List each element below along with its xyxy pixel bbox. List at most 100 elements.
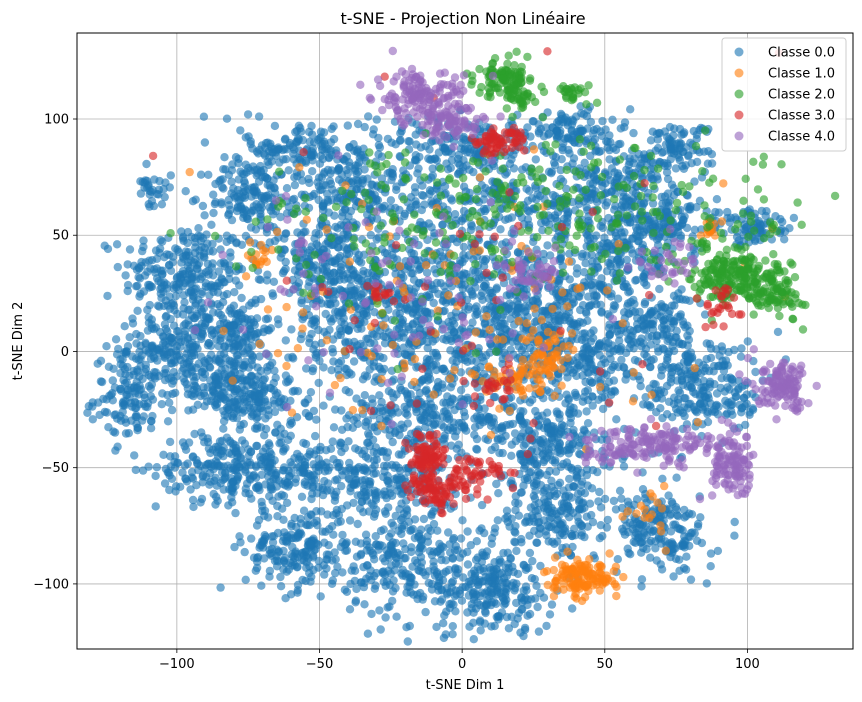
scatter-point: [204, 170, 213, 179]
scatter-point: [429, 547, 438, 556]
scatter-point: [513, 614, 522, 623]
scatter-point: [533, 411, 542, 420]
scatter-point: [596, 521, 605, 530]
scatter-point: [325, 176, 334, 185]
scatter-point: [508, 419, 518, 429]
scatter-point: [183, 227, 193, 237]
scatter-point: [145, 283, 154, 292]
scatter-point: [124, 429, 133, 438]
scatter-point: [220, 262, 230, 271]
scatter-point: [305, 562, 314, 571]
scatter-point: [365, 479, 374, 489]
scatter-point: [299, 506, 309, 515]
scatter-point: [83, 408, 92, 417]
scatter-point: [257, 470, 266, 479]
scatter-point: [509, 164, 519, 173]
scatter-point: [257, 581, 266, 590]
scatter-point: [256, 294, 266, 304]
scatter-point: [251, 190, 260, 200]
scatter-point: [217, 274, 226, 283]
scatter-point: [145, 300, 154, 310]
scatter-point: [243, 110, 253, 119]
scatter-point: [478, 255, 488, 264]
scatter-point: [282, 567, 291, 576]
scatter-point: [520, 419, 529, 429]
scatter-point: [450, 405, 459, 415]
scatter-point: [228, 439, 238, 449]
scatter-point: [235, 397, 245, 406]
scatter-point: [425, 355, 434, 365]
scatter-point: [178, 468, 187, 477]
scatter-point: [127, 416, 136, 425]
scatter-point: [214, 342, 223, 351]
scatter-point: [115, 384, 125, 394]
scatter-point: [260, 324, 269, 333]
scatter-point: [241, 462, 250, 471]
scatter-point: [339, 314, 348, 323]
scatter-point: [514, 511, 524, 520]
scatter-point: [252, 462, 261, 472]
scatter-point: [338, 530, 347, 540]
scatter-point: [128, 352, 137, 361]
scatter-point: [190, 429, 199, 439]
scatter-point: [299, 551, 308, 560]
scatter-point: [381, 581, 390, 590]
scatter-point: [273, 512, 282, 521]
scatter-point: [200, 211, 209, 220]
scatter-point: [530, 575, 539, 584]
scatter-point: [241, 575, 250, 584]
scatter-point: [447, 578, 456, 587]
scatter-point: [244, 451, 253, 460]
scatter-point: [322, 458, 331, 467]
scatter-point: [555, 410, 564, 419]
scatter-point: [316, 141, 326, 150]
scatter-point: [458, 284, 468, 293]
scatter-point: [507, 307, 516, 316]
scatter-point: [542, 417, 551, 426]
scatter-point: [156, 289, 165, 298]
scatter-point: [215, 354, 224, 364]
scatter-point: [120, 322, 129, 331]
scatter-point: [112, 240, 122, 249]
scatter-point: [323, 165, 333, 175]
scatter-point: [288, 352, 297, 362]
scatter-point: [319, 401, 328, 410]
scatter-point: [123, 386, 133, 395]
scatter-point: [138, 246, 147, 256]
scatter-point: [214, 308, 223, 318]
scatter-point: [247, 494, 256, 503]
scatter-point: [224, 405, 233, 414]
scatter-point: [543, 424, 553, 434]
scatter-point: [545, 514, 554, 523]
scatter-point: [270, 399, 279, 409]
scatter-point: [479, 204, 489, 214]
scatter-point: [249, 470, 259, 480]
scatter-point: [260, 374, 269, 383]
scatter-point: [469, 635, 478, 644]
scatter-point: [265, 181, 274, 190]
scatter-point: [157, 400, 166, 409]
scatter-point: [249, 202, 258, 211]
scatter-point: [472, 302, 481, 311]
scatter-point: [331, 405, 340, 414]
scatter-point: [203, 355, 213, 364]
scatter-point: [490, 621, 499, 631]
scatter-point: [609, 496, 619, 506]
scatter-point: [137, 261, 146, 271]
scatter-point: [270, 407, 280, 417]
scatter-point: [382, 461, 392, 471]
scatter-point: [228, 477, 238, 487]
scatter-point: [204, 339, 213, 348]
scatter-point: [437, 585, 446, 594]
scatter-point: [400, 521, 409, 530]
scatter-point: [205, 291, 214, 300]
scatter-point: [166, 314, 175, 324]
scatter-point: [389, 393, 398, 402]
scatter-point: [290, 180, 300, 190]
scatter-point: [298, 575, 307, 585]
scatter-point: [429, 507, 438, 516]
scatter-point: [493, 612, 503, 621]
scatter-point: [369, 456, 379, 465]
scatter-point: [273, 420, 282, 429]
scatter-point: [310, 471, 319, 480]
